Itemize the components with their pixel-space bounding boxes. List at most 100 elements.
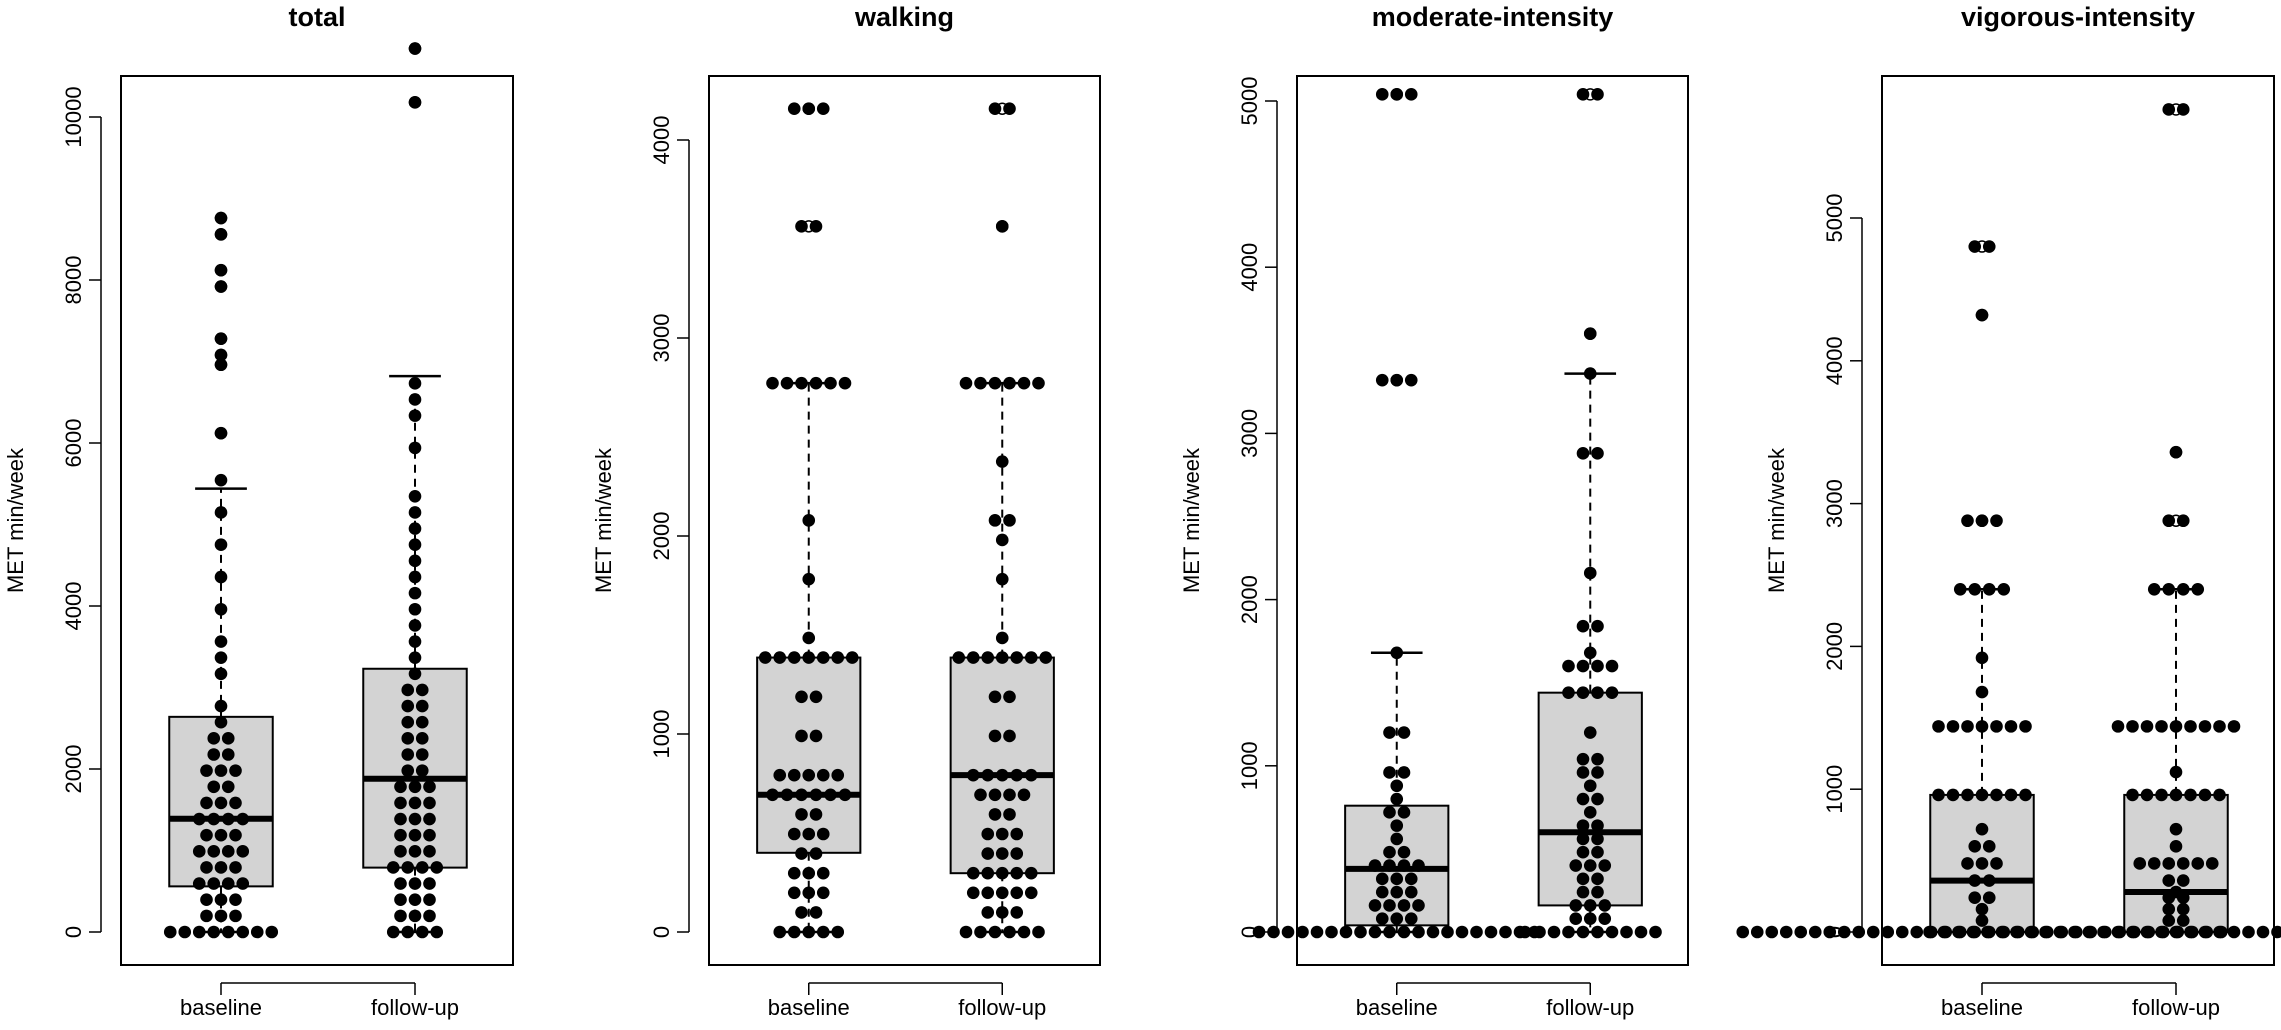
data-point [816, 925, 830, 939]
data-point [1412, 899, 1425, 912]
data-point [1390, 872, 1404, 886]
data-point [995, 533, 1009, 547]
data-point [1583, 566, 1597, 580]
data-point [1583, 327, 1597, 340]
data-point [1024, 866, 1038, 880]
data-point [229, 796, 242, 810]
data-point [1576, 832, 1590, 846]
plot-frame [120, 75, 514, 966]
data-point [981, 651, 995, 664]
data-point [401, 732, 415, 745]
data-point [1591, 819, 1604, 832]
data-point [192, 877, 206, 890]
data-point [1981, 925, 1994, 939]
y-tick-label: 6000 [61, 419, 86, 468]
data-point [2097, 925, 2110, 939]
data-point [1576, 686, 1590, 699]
data-point [2191, 582, 2205, 596]
data-point [1932, 720, 1945, 733]
data-point [2162, 103, 2176, 116]
data-point [1605, 925, 1619, 939]
data-point [1375, 872, 1389, 886]
data-point [831, 651, 845, 664]
data-point [1010, 827, 1024, 841]
data-point [401, 925, 415, 939]
data-point [1591, 872, 1604, 886]
data-point [394, 845, 407, 858]
data-point [1576, 766, 1590, 779]
data-point [1010, 847, 1024, 860]
data-point [214, 348, 228, 362]
data-point [1968, 874, 1982, 887]
data-point [221, 877, 235, 890]
data-point [795, 847, 808, 860]
data-point [1881, 925, 1895, 939]
data-point [959, 376, 973, 390]
data-point [1404, 88, 1418, 101]
data-point [1375, 373, 1389, 387]
data-point [780, 788, 794, 802]
data-point [1932, 788, 1945, 802]
data-point [423, 812, 436, 826]
y-axis-label: MET min/week [3, 447, 28, 593]
data-point [1383, 925, 1396, 939]
data-point [1296, 925, 1309, 939]
chart-title: walking [854, 2, 954, 32]
data-point [773, 651, 787, 664]
data-point [214, 358, 228, 372]
data-point [1946, 720, 1960, 733]
data-point [1576, 659, 1590, 673]
data-point [1591, 659, 1604, 673]
data-point [408, 635, 422, 648]
data-point [824, 788, 837, 802]
data-point [2227, 925, 2241, 939]
data-point [265, 925, 279, 939]
data-point [1569, 912, 1583, 926]
data-point [1794, 925, 1808, 939]
data-point [1837, 925, 1851, 939]
data-point [2010, 925, 2023, 939]
data-point [966, 651, 980, 664]
data-point [401, 699, 415, 713]
data-point [787, 886, 801, 900]
data-point [1390, 779, 1404, 793]
data-point [2155, 925, 2168, 939]
data-point [207, 925, 221, 939]
data-point [2176, 914, 2190, 927]
data-point [214, 602, 228, 616]
data-point [2019, 720, 2032, 733]
data-point [1383, 899, 1396, 912]
data-point [809, 690, 823, 704]
data-point [981, 866, 995, 880]
data-point [809, 847, 823, 860]
data-point [1910, 925, 1924, 939]
data-point [816, 651, 830, 664]
data-point [802, 768, 816, 782]
data-point [408, 409, 422, 422]
data-point [430, 861, 444, 874]
data-point [2111, 720, 2125, 733]
data-point [787, 866, 801, 880]
data-point [1736, 925, 1750, 939]
data-point [408, 780, 422, 794]
y-tick-label: 2000 [61, 745, 86, 794]
data-point [394, 893, 407, 907]
x-tick-label-baseline: baseline [1941, 995, 2023, 1020]
data-point [415, 861, 429, 874]
y-tick-label: 1000 [1822, 765, 1847, 814]
data-point [2140, 925, 2154, 939]
data-point [386, 925, 400, 939]
data-point [995, 768, 1009, 782]
data-point [423, 845, 436, 858]
data-point [838, 788, 852, 802]
data-point [2213, 925, 2226, 939]
data-point [394, 828, 407, 842]
data-point [214, 764, 228, 777]
data-point [2169, 822, 2183, 836]
data-point [408, 42, 422, 55]
data-point [1990, 857, 2003, 870]
data-point [2198, 925, 2212, 939]
data-point [2184, 788, 2197, 802]
